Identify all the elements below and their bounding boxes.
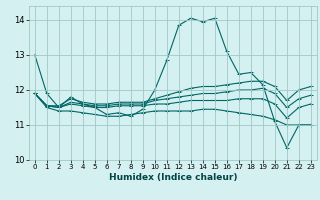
X-axis label: Humidex (Indice chaleur): Humidex (Indice chaleur) <box>108 173 237 182</box>
